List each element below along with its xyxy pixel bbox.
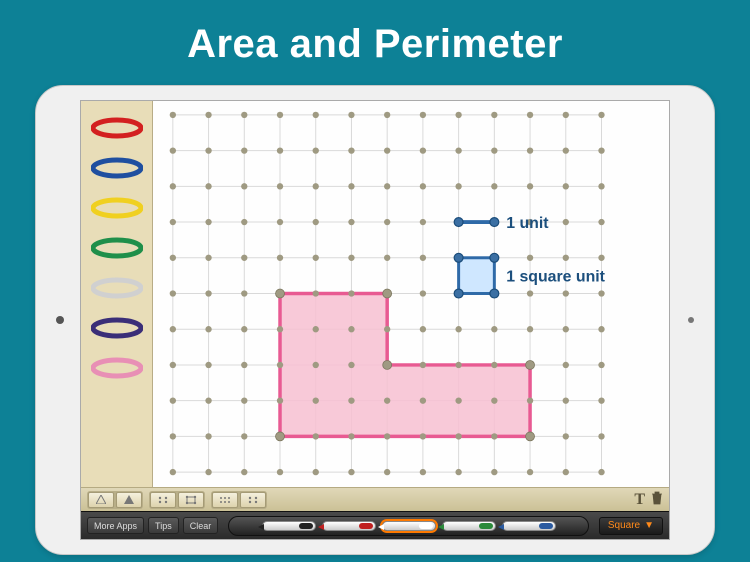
more-apps-button[interactable]: More Apps: [87, 517, 144, 534]
band-pink[interactable]: [91, 357, 143, 379]
triangle-filled-button[interactable]: [116, 492, 142, 508]
toolbar-group-1: [87, 491, 143, 509]
chevron-down-icon: ▼: [644, 520, 654, 531]
trash-icon[interactable]: [651, 491, 663, 508]
pen-green[interactable]: [442, 521, 496, 531]
dots-4-box-button[interactable]: [178, 492, 204, 508]
shape-selector-label: Square: [608, 520, 640, 531]
ipad-home-indicator: [56, 316, 64, 324]
shape-selector[interactable]: Square ▼: [599, 517, 663, 535]
band-blue[interactable]: [91, 157, 143, 179]
band-green[interactable]: [91, 237, 143, 259]
pen-black[interactable]: [262, 521, 316, 531]
shape-toolbar: T: [81, 487, 669, 511]
page-title: Area and Perimeter: [0, 0, 750, 85]
pen-tray: [228, 516, 589, 536]
text-tool-button[interactable]: T: [634, 491, 645, 509]
clear-button[interactable]: Clear: [183, 517, 219, 534]
app-main: 1 unit 1 square unit: [81, 101, 669, 487]
pen-blue[interactable]: [502, 521, 556, 531]
bottom-toolbar: More Apps Tips Clear Square ▼: [81, 511, 669, 539]
ipad-camera: [688, 317, 694, 323]
app-screen: 1 unit 1 square unit T More Apps: [80, 100, 670, 540]
toolbar-group-3: [211, 491, 267, 509]
tips-button[interactable]: Tips: [148, 517, 179, 534]
pen-eraser[interactable]: [382, 521, 436, 531]
dots-4-button[interactable]: [150, 492, 176, 508]
svg-text:1 square unit: 1 square unit: [506, 269, 605, 286]
band-white[interactable]: [91, 277, 143, 299]
pen-red[interactable]: [322, 521, 376, 531]
dots-4b-button[interactable]: [240, 492, 266, 508]
triangle-outline-button[interactable]: [88, 492, 114, 508]
geoboard[interactable]: 1 unit 1 square unit: [153, 101, 669, 487]
band-yellow[interactable]: [91, 197, 143, 219]
band-red[interactable]: [91, 117, 143, 139]
toolbar-group-2: [149, 491, 205, 509]
band-indigo[interactable]: [91, 317, 143, 339]
band-sidebar: [81, 101, 153, 487]
dots-6-button[interactable]: [212, 492, 238, 508]
svg-text:1 unit: 1 unit: [506, 215, 549, 232]
ipad-frame: 1 unit 1 square unit T More Apps: [35, 85, 715, 555]
